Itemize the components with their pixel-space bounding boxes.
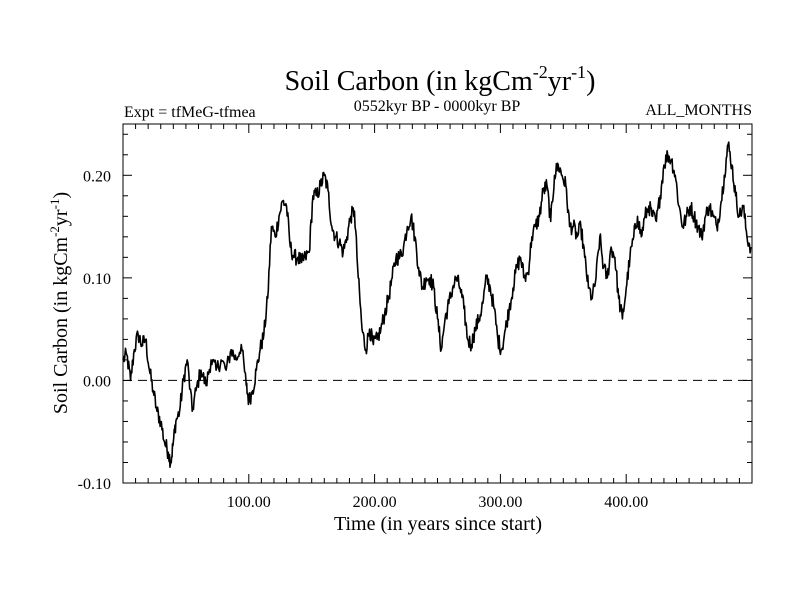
period-label: 0552kyr BP - 0000kyr BP	[354, 98, 521, 115]
y-tick-label: 0.20	[83, 168, 111, 185]
experiment-label: Expt = tfMeG-tfmea	[124, 104, 256, 121]
x-tick-label: 200.00	[353, 494, 397, 511]
plot-frame	[122, 123, 753, 484]
months-label: ALL_MONTHS	[645, 102, 752, 119]
y-tick-label: 0.00	[83, 373, 111, 390]
tick-group	[123, 124, 752, 484]
y-axis-label: Soil Carbon (in kgCm-2yr-1)	[47, 192, 72, 414]
x-tick-label: 100.00	[227, 494, 271, 511]
x-tick-label: 400.00	[604, 494, 648, 511]
x-axis-label: Time (in years since start)	[334, 513, 542, 535]
y-tick-label: -0.10	[78, 476, 111, 493]
tick-label-group: 100.00 200.00 300.00 400.00 -0.10 0.00 0.10 0.2…	[78, 168, 649, 511]
x-tick-label: 300.00	[478, 494, 522, 511]
y-tick-label: 0.10	[83, 271, 111, 288]
soil-carbon-series-line	[122, 141, 752, 468]
chart-title: Soil Carbon (in kgCm-2yr-1)	[285, 62, 596, 97]
